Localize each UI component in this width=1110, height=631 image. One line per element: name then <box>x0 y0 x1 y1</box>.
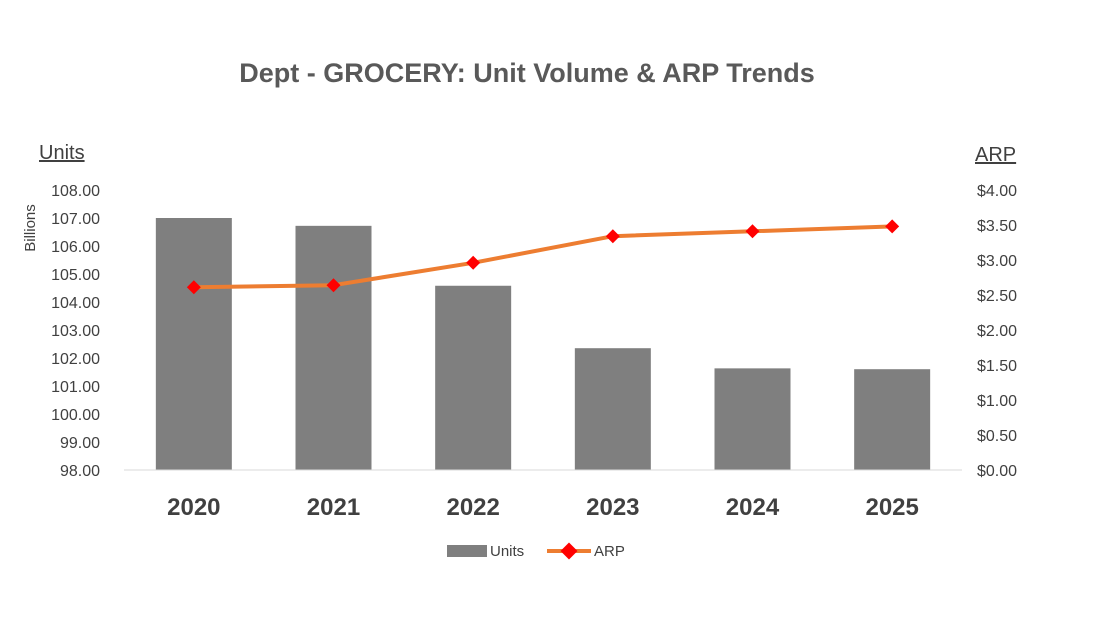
units-bar <box>435 285 512 470</box>
arp-marker <box>885 219 900 234</box>
right-tick-label: $0.50 <box>977 428 1017 445</box>
chart-title: Dept - GROCERY: Unit Volume & ARP Trends <box>239 58 815 88</box>
arp-marker <box>326 278 341 293</box>
category-label: 2020 <box>167 494 220 521</box>
left-tick-label: 105.00 <box>51 267 100 284</box>
left-axis-unit-label: Billions <box>22 204 39 252</box>
right-tick-label: $3.00 <box>977 253 1017 270</box>
left-tick-label: 102.00 <box>51 351 100 368</box>
right-tick-label: $4.00 <box>977 183 1017 200</box>
category-label: 2023 <box>586 494 639 521</box>
left-tick-label: 101.00 <box>51 379 100 396</box>
legend-arp-marker <box>560 542 578 560</box>
arp-marker <box>605 229 620 244</box>
arp-line-series <box>186 219 900 295</box>
left-tick-label: 108.00 <box>51 183 100 200</box>
units-bar <box>295 225 372 470</box>
arp-marker <box>745 224 760 239</box>
right-axis-ticks: $0.00 $0.50 $1.00 $1.50 $2.00 $2.50 $3.00 $3.50… <box>977 183 1017 480</box>
right-tick-label: $1.00 <box>977 393 1017 410</box>
arp-marker <box>466 255 481 270</box>
left-axis-ticks: 98.00 99.00 100.00 101.00 102.00 103.00 104.00… <box>51 183 100 480</box>
right-tick-label: $2.50 <box>977 288 1017 305</box>
right-tick-label: $2.00 <box>977 323 1017 340</box>
left-axis-title: Units <box>39 142 85 164</box>
left-tick-label: 100.00 <box>51 407 100 424</box>
category-label: 2024 <box>726 494 780 521</box>
left-tick-label: 98.00 <box>60 463 100 480</box>
units-bar <box>155 218 232 470</box>
legend: Units ARP <box>447 542 625 560</box>
arp-line <box>193 224 893 290</box>
category-label: 2021 <box>307 494 360 521</box>
category-label: 2022 <box>446 494 499 521</box>
units-bar <box>714 368 791 470</box>
units-bar <box>854 369 931 470</box>
left-tick-label: 104.00 <box>51 295 100 312</box>
left-tick-label: 99.00 <box>60 435 100 452</box>
left-tick-label: 107.00 <box>51 211 100 228</box>
left-tick-label: 103.00 <box>51 323 100 340</box>
legend-units-swatch <box>447 545 487 557</box>
right-axis-title: ARP <box>975 144 1016 166</box>
units-bars <box>155 218 931 470</box>
right-tick-label: $0.00 <box>977 463 1017 480</box>
category-labels: 2020 2021 2022 2023 2024 2025 <box>167 494 919 521</box>
left-tick-label: 106.00 <box>51 239 100 256</box>
legend-arp-label: ARP <box>594 543 625 560</box>
category-label: 2025 <box>865 494 918 521</box>
units-bar <box>574 348 651 470</box>
legend-units-label: Units <box>490 543 524 560</box>
arp-marker <box>186 280 201 295</box>
right-tick-label: $1.50 <box>977 358 1017 375</box>
right-tick-label: $3.50 <box>977 218 1017 235</box>
